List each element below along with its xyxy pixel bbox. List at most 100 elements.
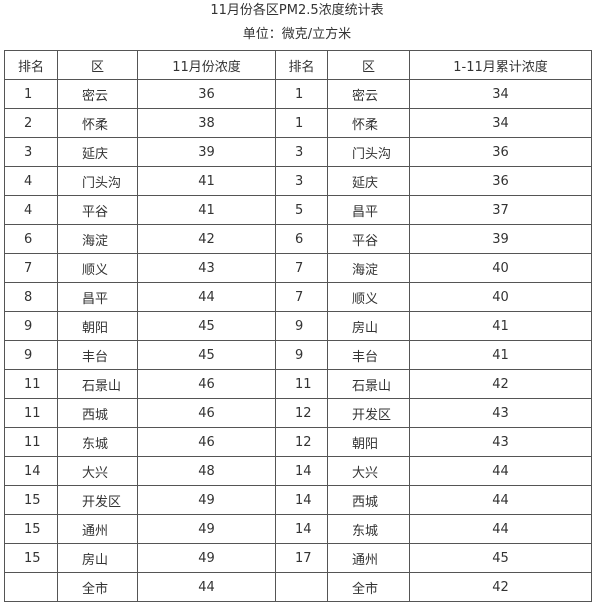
rank-cumulative-cell: 1	[275, 108, 328, 138]
rank-cumulative-cell: 7	[275, 253, 328, 283]
rank-nov-cell: 3	[4, 137, 58, 167]
cumulative-concentration-cell: 36	[409, 137, 592, 167]
rank-cumulative-cell: 11	[275, 369, 328, 399]
nov-concentration-cell: 42	[137, 224, 276, 254]
table-row: 15 通州 49 14 东城 44	[4, 514, 592, 544]
nov-concentration-cell: 36	[137, 79, 276, 109]
district-cumulative-cell: 朝阳	[327, 427, 410, 457]
rank-cumulative-cell: 12	[275, 398, 328, 428]
district-cumulative-cell: 怀柔	[327, 108, 410, 138]
district-nov-cell: 房山	[57, 543, 138, 573]
rank-nov-cell: 1	[4, 79, 58, 109]
district-nov-cell: 全市	[57, 572, 138, 602]
table-row: 4 门头沟 41 3 延庆 36	[4, 166, 592, 196]
rank-nov-cell: 11	[4, 369, 58, 399]
table-row: 14 大兴 48 14 大兴 44	[4, 456, 592, 486]
rank-cumulative-cell	[275, 572, 328, 602]
table-title: 11月份各区PM2.5浓度统计表	[210, 3, 384, 18]
district-cumulative-cell: 延庆	[327, 166, 410, 196]
nov-concentration-cell: 38	[137, 108, 276, 138]
rank-nov-cell: 8	[4, 282, 58, 312]
cumulative-concentration-cell: 41	[409, 340, 592, 370]
nov-concentration-cell: 46	[137, 427, 276, 457]
cumulative-concentration-cell: 41	[409, 311, 592, 341]
rank-nov-cell	[4, 572, 58, 602]
table-row: 11 东城 46 12 朝阳 43	[4, 427, 592, 457]
nov-concentration-cell: 44	[137, 572, 276, 602]
district-nov-cell: 西城	[57, 398, 138, 428]
district-cumulative-cell: 顺义	[327, 282, 410, 312]
district-cumulative-cell: 西城	[327, 485, 410, 515]
header-district-cumulative: 区	[327, 50, 410, 80]
cumulative-concentration-cell: 42	[409, 572, 592, 602]
header-row: 排名 区 11月份浓度 排名 区 1-11月累计浓度	[4, 50, 592, 80]
pm25-table: 排名 区 11月份浓度 排名 区 1-11月累计浓度 1 密云 36 1 密云 34 2 怀柔…	[4, 50, 592, 602]
district-cumulative-cell: 密云	[327, 79, 410, 109]
table-row: 8 昌平 44 7 顺义 40	[4, 282, 592, 312]
district-nov-cell: 丰台	[57, 340, 138, 370]
rank-cumulative-cell: 1	[275, 79, 328, 109]
table-row: 15 开发区 49 14 西城 44	[4, 485, 592, 515]
nov-concentration-cell: 49	[137, 543, 276, 573]
header-rank-nov: 排名	[4, 50, 58, 80]
cumulative-concentration-cell: 44	[409, 456, 592, 486]
rank-cumulative-cell: 5	[275, 195, 328, 225]
cumulative-concentration-cell: 42	[409, 369, 592, 399]
nov-concentration-cell: 39	[137, 137, 276, 167]
nov-concentration-cell: 45	[137, 311, 276, 341]
cumulative-concentration-cell: 40	[409, 282, 592, 312]
rank-nov-cell: 7	[4, 253, 58, 283]
rank-nov-cell: 9	[4, 340, 58, 370]
rank-nov-cell: 6	[4, 224, 58, 254]
header-rank-cumulative: 排名	[275, 50, 328, 80]
rank-nov-cell: 4	[4, 195, 58, 225]
district-cumulative-cell: 昌平	[327, 195, 410, 225]
nov-concentration-cell: 43	[137, 253, 276, 283]
nov-concentration-cell: 41	[137, 166, 276, 196]
rank-nov-cell: 15	[4, 485, 58, 515]
cumulative-concentration-cell: 45	[409, 543, 592, 573]
district-nov-cell: 怀柔	[57, 108, 138, 138]
district-nov-cell: 石景山	[57, 369, 138, 399]
nov-concentration-cell: 44	[137, 282, 276, 312]
rank-nov-cell: 14	[4, 456, 58, 486]
cumulative-concentration-cell: 39	[409, 224, 592, 254]
table-row: 4 平谷 41 5 昌平 37	[4, 195, 592, 225]
table-body: 1 密云 36 1 密云 34 2 怀柔 38 1 怀柔 34 3 延庆 39 3 门头沟 36 4 门头沟 41 3 延庆…	[4, 79, 592, 602]
district-cumulative-cell: 全市	[327, 572, 410, 602]
cumulative-concentration-cell: 44	[409, 514, 592, 544]
nov-concentration-cell: 45	[137, 340, 276, 370]
rank-cumulative-cell: 9	[275, 311, 328, 341]
cumulative-concentration-cell: 43	[409, 398, 592, 428]
district-nov-cell: 通州	[57, 514, 138, 544]
district-cumulative-cell: 大兴	[327, 456, 410, 486]
table-row: 2 怀柔 38 1 怀柔 34	[4, 108, 592, 138]
district-cumulative-cell: 丰台	[327, 340, 410, 370]
rank-cumulative-cell: 14	[275, 514, 328, 544]
header-district-nov: 区	[57, 50, 138, 80]
district-cumulative-cell: 开发区	[327, 398, 410, 428]
rank-cumulative-cell: 9	[275, 340, 328, 370]
rank-cumulative-cell: 7	[275, 282, 328, 312]
district-cumulative-cell: 房山	[327, 311, 410, 341]
rank-nov-cell: 11	[4, 398, 58, 428]
district-cumulative-cell: 通州	[327, 543, 410, 573]
district-nov-cell: 海淀	[57, 224, 138, 254]
table-row: 11 西城 46 12 开发区 43	[4, 398, 592, 428]
cumulative-concentration-cell: 34	[409, 79, 592, 109]
cumulative-concentration-cell: 44	[409, 485, 592, 515]
district-nov-cell: 朝阳	[57, 311, 138, 341]
table-row: 1 密云 36 1 密云 34	[4, 79, 592, 109]
cumulative-concentration-cell: 37	[409, 195, 592, 225]
table-row: 9 朝阳 45 9 房山 41	[4, 311, 592, 341]
nov-concentration-cell: 49	[137, 514, 276, 544]
district-nov-cell: 昌平	[57, 282, 138, 312]
district-nov-cell: 平谷	[57, 195, 138, 225]
district-nov-cell: 东城	[57, 427, 138, 457]
nov-concentration-cell: 48	[137, 456, 276, 486]
district-cumulative-cell: 平谷	[327, 224, 410, 254]
cumulative-concentration-cell: 34	[409, 108, 592, 138]
rank-nov-cell: 9	[4, 311, 58, 341]
rank-cumulative-cell: 3	[275, 166, 328, 196]
table-row: 11 石景山 46 11 石景山 42	[4, 369, 592, 399]
